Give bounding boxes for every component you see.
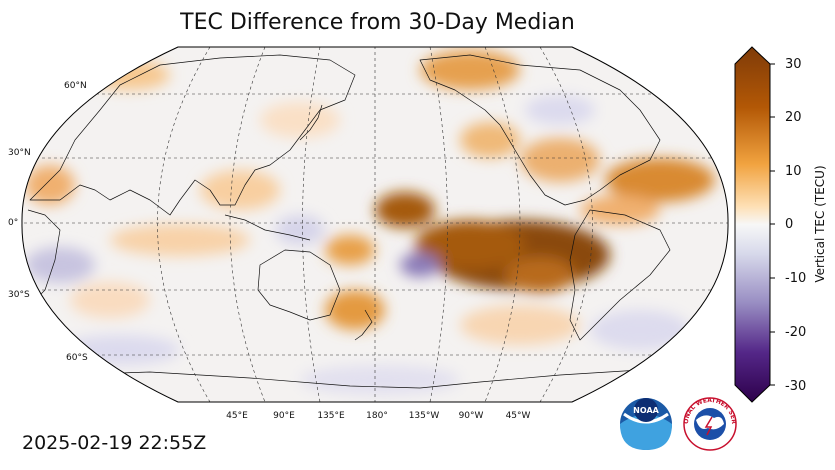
colorbar-ticks — [770, 63, 775, 386]
noaa-logo: NOAA — [620, 398, 672, 450]
tec-map — [21, 47, 729, 402]
timestamp: 2025-02-19 22:55Z — [22, 432, 207, 454]
greenland-coast — [639, 54, 691, 96]
colorbar-tick-0: 0 — [785, 217, 793, 232]
new-zealand-coast — [354, 309, 373, 341]
africa-coast — [27, 209, 61, 301]
lon-label-180: 180° — [366, 411, 388, 421]
lon-label-90w: 90°W — [459, 411, 484, 421]
graticule — [21, 47, 729, 402]
indonesia-coast — [224, 214, 311, 241]
colorbar-tick-30: 30 — [785, 57, 802, 72]
colorbar-tick-20: 20 — [785, 110, 802, 125]
lon-label-135w: 135°W — [409, 411, 440, 421]
colorbar-tick-minus-30: -30 — [785, 379, 806, 394]
coastlines — [27, 54, 701, 389]
lat-label-0: 0° — [8, 218, 18, 228]
eurasia-coast — [29, 54, 356, 216]
south-america-coast — [569, 209, 671, 341]
japan-coast — [299, 104, 323, 141]
australia-coast — [257, 249, 341, 321]
colorbar-tick-10: 10 — [785, 164, 802, 179]
lon-label-45e: 45°E — [226, 411, 248, 421]
lat-label-30n: 30°N — [8, 148, 31, 158]
tec-anomaly-field — [25, 50, 715, 395]
colorbar-body — [734, 46, 771, 403]
lon-label-135e: 135°E — [317, 411, 345, 421]
lon-label-45w: 45°W — [506, 411, 531, 421]
colorbar-label: Vertical TEC (TECU) — [813, 165, 827, 282]
antarctica-coast — [59, 369, 701, 389]
lon-label-90e: 90°E — [273, 411, 295, 421]
north-america-coast — [419, 54, 661, 206]
map-title: TEC Difference from 30-Day Median — [180, 10, 575, 35]
map-outline — [21, 46, 729, 403]
colorbar: 30 20 10 0 -10 -20 -30 Vertical TEC (TEC… — [734, 46, 827, 403]
noaa-logo-text: NOAA — [633, 406, 659, 415]
colorbar-tick-minus-10: -10 — [785, 271, 806, 286]
lat-label-60s: 60°S — [66, 353, 88, 363]
lat-label-60n: 60°N — [64, 81, 87, 91]
colorbar-tick-minus-20: -20 — [785, 325, 806, 340]
lat-label-30s: 30°S — [8, 290, 30, 300]
